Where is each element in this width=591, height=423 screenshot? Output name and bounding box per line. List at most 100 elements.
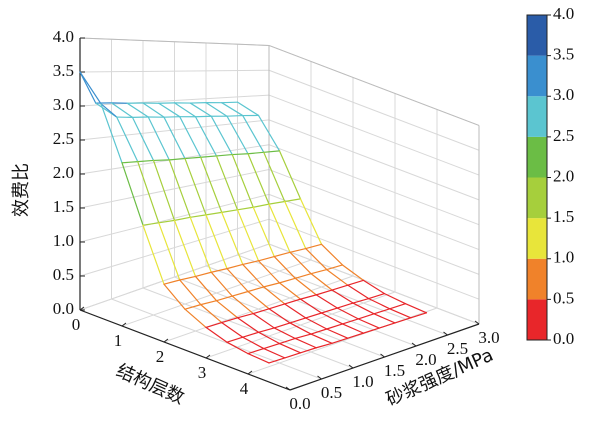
x-tick [121, 322, 127, 327]
surface-segment [389, 308, 412, 319]
z-tick-label: 2.0 [53, 163, 74, 182]
surface-segment [362, 279, 386, 295]
surface-segment [142, 102, 165, 118]
y-tick [474, 320, 480, 325]
surface-segment [221, 211, 244, 266]
surface-segment [100, 103, 123, 164]
grid-line [174, 276, 385, 358]
surface-segment [273, 255, 296, 279]
x-tick [247, 370, 253, 375]
surface-segment [320, 312, 344, 325]
grid-line [205, 291, 396, 359]
surface-segment [252, 312, 275, 329]
surface-segment [410, 312, 428, 319]
surface-segment [305, 243, 323, 250]
surface-segment [236, 101, 260, 117]
surface-segment [152, 159, 176, 221]
y-tick [443, 331, 448, 336]
surface-segment [341, 318, 359, 325]
colorbar-band [527, 136, 547, 178]
surface-segment [268, 303, 286, 310]
surface-segment [331, 289, 354, 304]
x-tick [205, 354, 211, 359]
colorbar-tick-label: 0.5 [553, 288, 574, 307]
z-tick-label: 0.5 [53, 265, 74, 284]
surface-segment [205, 211, 223, 216]
surface-segment [142, 224, 165, 285]
surface-segment [357, 318, 380, 329]
surface-segment [310, 273, 333, 291]
surface-segment [378, 322, 396, 329]
colorbar-band [527, 258, 547, 300]
grid-line [268, 144, 480, 226]
surface-segment [257, 114, 281, 152]
surface-segment [284, 198, 302, 203]
surface-segment [163, 279, 181, 285]
grid-line [268, 119, 480, 201]
y-tick-label: 2.5 [447, 339, 468, 358]
surface-segment [362, 327, 380, 334]
surface-segment [247, 286, 265, 293]
grid-line [268, 94, 480, 176]
surface-segment [194, 116, 218, 157]
surface-segment [368, 298, 391, 310]
surface-segment [221, 321, 244, 338]
surface-segment [310, 333, 333, 344]
x-tick-label: 2 [156, 347, 165, 366]
surface-segment [121, 161, 139, 164]
surface-segment [352, 298, 370, 304]
grid-line [79, 243, 270, 311]
surface-segment [278, 282, 302, 300]
grid-line [163, 275, 354, 343]
surface-segment [137, 159, 155, 163]
surface-segment [194, 115, 212, 118]
surface-segment [268, 203, 291, 253]
surface-segment [226, 268, 249, 293]
colorbar-band [527, 299, 547, 340]
surface-segment [205, 326, 228, 343]
surface-segment [278, 342, 302, 354]
y-tick [285, 386, 291, 391]
surface-segment [236, 317, 260, 333]
surface-segment [263, 151, 286, 203]
surface-segment [242, 331, 260, 338]
surface-segment [326, 268, 349, 286]
colorbar-tick-label: 1.5 [553, 207, 574, 226]
y-tick-label: 0.0 [289, 394, 310, 413]
box-edge [79, 37, 270, 46]
surface-segment [226, 341, 249, 355]
surface-segment [273, 327, 296, 340]
z-tick-label: 1.0 [53, 231, 74, 250]
surface-segment [179, 116, 202, 158]
surface-segment [305, 312, 323, 319]
surface-segment [173, 219, 197, 278]
surface-segment [184, 308, 207, 328]
surface-segment [231, 153, 249, 156]
surface-segment [221, 317, 239, 324]
surface-segment [331, 337, 349, 344]
surface-segment [341, 323, 365, 334]
surface-segment [142, 222, 160, 226]
surface-segment [268, 308, 291, 324]
surface-segment [184, 157, 207, 216]
colorbar-tick-label: 4.0 [553, 4, 574, 23]
z-tick-label: 3.5 [53, 61, 74, 80]
surface-segment [173, 216, 191, 221]
colorbar-band [527, 15, 547, 56]
colorbar-tick-label: 0.0 [553, 329, 574, 348]
z-tick-label: 3.0 [53, 95, 74, 114]
surface-segment [147, 116, 170, 161]
surface-segment [284, 298, 302, 305]
surface-segment [252, 203, 270, 208]
surface-segment [205, 214, 228, 270]
surface-segment [200, 155, 218, 158]
surface-segment [305, 247, 328, 271]
z-tick-label: 4.0 [53, 27, 74, 46]
surface-segment [205, 102, 228, 117]
surface-segment [389, 303, 407, 310]
surface-segment [242, 263, 265, 288]
z-tick-label: 1.5 [53, 197, 74, 216]
x-axis-label: 结构层数 [113, 360, 187, 408]
surface-segment [263, 286, 286, 305]
surface-segment [257, 331, 281, 345]
